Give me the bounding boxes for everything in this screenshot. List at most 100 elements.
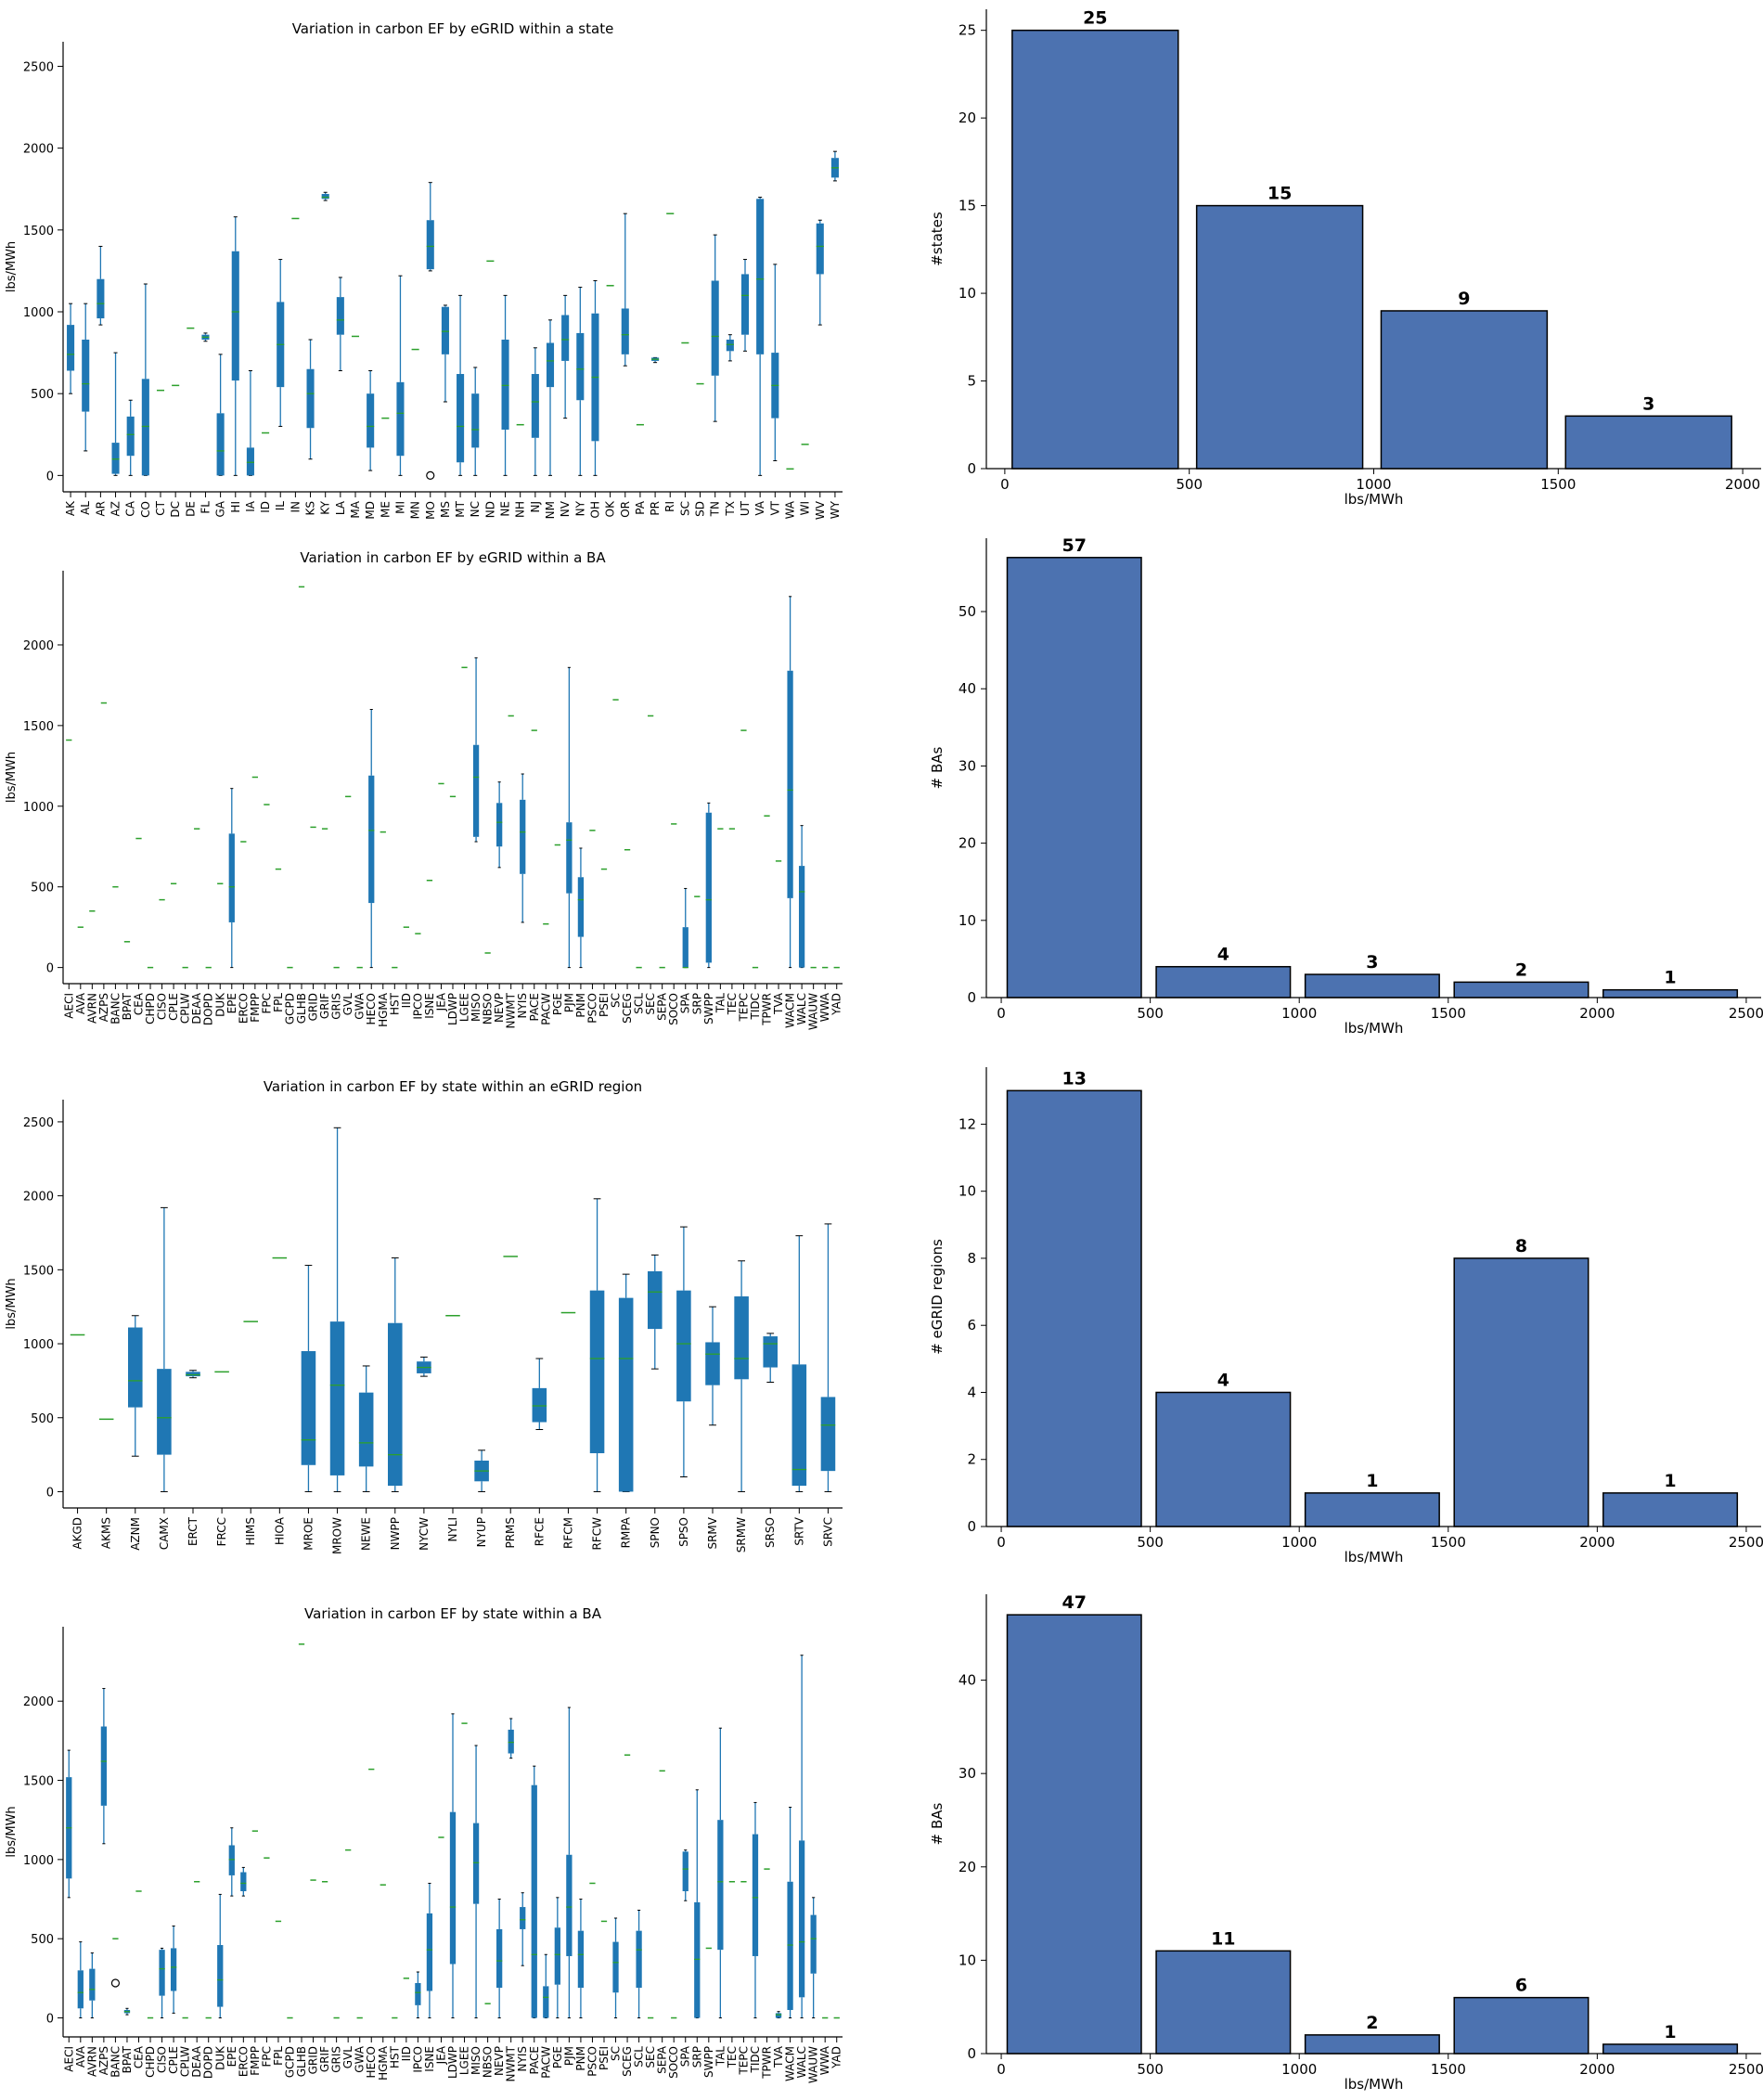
x-tick-label: GRIF <box>318 2046 331 2072</box>
box-body <box>520 1907 526 1929</box>
histogram-bar <box>1006 1614 1142 2055</box>
x-tick-label: MROW <box>331 1517 344 1554</box>
x-tick-label: WWA <box>818 2045 831 2075</box>
x-tick-label: AZPS <box>97 2046 110 2075</box>
x-tick-label: TAL <box>714 2046 727 2068</box>
x-tick-label: GRID <box>307 993 320 1021</box>
x-tick-label: CISO <box>156 2046 169 2073</box>
x-tick-label: AZNM <box>129 1517 142 1551</box>
x-tick-label: MI <box>393 501 406 514</box>
outlier-point <box>426 470 435 480</box>
box-body <box>321 194 329 200</box>
chart-title: Variation in carbon EF by eGRID within a… <box>300 549 606 566</box>
y-tick-label: 2500 <box>23 60 54 74</box>
x-tick-label: SPA <box>679 2045 692 2067</box>
box-erct <box>186 1370 200 1379</box>
box-or <box>621 213 629 367</box>
box-ia <box>246 369 254 476</box>
x-tick-label: GLHB <box>295 2046 308 2077</box>
x-tick-label: SOCO <box>667 2046 680 2079</box>
box-ks <box>306 339 315 460</box>
box-body <box>705 1342 720 1385</box>
box-pace <box>531 1765 537 2019</box>
box-epe <box>228 1827 235 1897</box>
y-tick-label: 2 <box>967 1451 976 1468</box>
x-tick-label: AVRN <box>85 993 98 1024</box>
box-ga <box>216 354 225 476</box>
box-body <box>231 251 239 381</box>
y-tick-label: 2000 <box>23 1191 54 1205</box>
box-body <box>126 416 135 457</box>
box-body <box>368 775 375 904</box>
x-axis-label: lbs/MWh <box>1345 1549 1404 1565</box>
y-tick-label: 15 <box>959 198 976 214</box>
box-body <box>531 374 539 438</box>
y-tick-label: 20 <box>959 835 976 852</box>
box-az <box>111 352 120 476</box>
histogram-bar <box>1453 1257 1589 1527</box>
box-body <box>763 1336 778 1368</box>
x-tick-label: NYIS <box>516 2046 529 2071</box>
x-tick-label: CPLW <box>179 993 192 1024</box>
y-tick-label: 1500 <box>23 225 54 238</box>
y-tick-label: 5 <box>967 373 976 390</box>
y-tick-label: 2000 <box>23 1695 54 1709</box>
x-tick-label: 1500 <box>1431 2061 1466 2078</box>
x-tick-label: UT <box>739 500 752 516</box>
x-tick-label: SEPA <box>656 992 669 1021</box>
x-tick-label: WWA <box>818 992 831 1022</box>
box-oh <box>591 279 599 476</box>
box-body <box>141 379 149 476</box>
x-tick-label: SWPP <box>702 2046 715 2078</box>
x-tick-label: TIDC <box>749 993 762 1021</box>
x-tick-label: 0 <box>997 2061 1006 2078</box>
box-body <box>77 1970 84 2009</box>
x-tick-label: LDWP <box>446 993 459 1025</box>
x-tick-label: ERCO <box>237 993 250 1024</box>
box-aeci <box>66 1749 72 1899</box>
x-tick-label: IL <box>274 501 287 511</box>
box-body <box>561 315 570 361</box>
x-tick-label: AKGD <box>71 1517 84 1550</box>
box-body <box>543 1986 549 2018</box>
box-spa <box>682 1849 688 1901</box>
outlier-point <box>110 1978 121 1988</box>
bar-value-label: 13 <box>1062 1068 1087 1089</box>
y-tick-label: 500 <box>31 882 54 895</box>
x-tick-label: OH <box>588 501 601 518</box>
y-tick-label: 0 <box>967 1518 976 1535</box>
box-rmpa <box>618 1273 634 1492</box>
box-nyis <box>520 1892 526 1966</box>
box-miso <box>472 1745 480 2019</box>
box-body <box>426 1913 433 1991</box>
box-body <box>566 822 573 894</box>
box-body <box>705 812 712 963</box>
x-tick-label: DOPD <box>202 993 215 1025</box>
x-tick-label: SRTV <box>792 1516 805 1545</box>
y-axis-label: #states <box>929 212 946 266</box>
x-tick-label: NEVP <box>493 993 506 1023</box>
box-nc <box>471 367 480 476</box>
x-tick-label: PACE <box>528 2046 541 2074</box>
box-body <box>791 1364 807 1487</box>
x-tick-label: LGEE <box>458 2046 471 2075</box>
x-tick-label: GRID <box>307 2046 320 2074</box>
x-tick-label: TEC <box>726 2046 739 2068</box>
y-tick-label: 500 <box>31 1412 54 1426</box>
box-body <box>472 744 480 837</box>
box-azps <box>100 1688 108 1845</box>
box-body <box>170 1948 177 1991</box>
box-body <box>246 447 254 476</box>
box-walc <box>798 825 805 969</box>
box-body <box>240 1872 247 1891</box>
y-tick-label: 0 <box>46 470 54 483</box>
box-body <box>577 877 585 937</box>
y-tick-label: 1000 <box>23 1338 54 1352</box>
box-va <box>756 197 765 476</box>
box-pacw <box>543 1953 549 2019</box>
box-wy <box>830 150 839 182</box>
y-axis-label: lbs/MWh <box>5 1278 19 1329</box>
x-tick-label: SRMW <box>735 1517 748 1552</box>
